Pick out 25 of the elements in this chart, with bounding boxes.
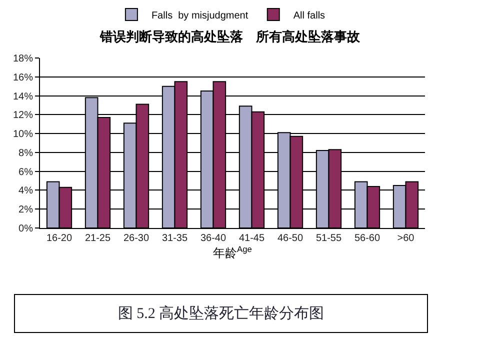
y-tick-label: 4%	[18, 186, 34, 197]
caption: 图 5.2 高处坠落死亡年龄分布图	[118, 305, 324, 322]
x-tick-label: 46-50	[277, 233, 304, 244]
legend-label: All falls	[293, 10, 326, 22]
chart-title: 错误判断导致的高处坠落 所有高处坠落事故	[98, 29, 361, 44]
y-tick-label: 8%	[18, 148, 34, 159]
legend-label: Falls by misjudgment	[151, 10, 248, 22]
x-tick-label: 51-55	[316, 233, 342, 244]
y-tick-label: 12%	[12, 110, 34, 122]
x-tick-label: >60	[397, 233, 415, 244]
x-axis-title: 年龄$^{Age}$	[213, 244, 252, 260]
y-tick-label: 0%	[18, 224, 34, 234]
y-tick-label: 18%	[12, 54, 34, 64]
x-tick-label: 36-40	[200, 233, 226, 244]
x-tick-label: 16-20	[46, 233, 72, 244]
x-tick-label: 26-30	[123, 233, 150, 244]
x-tick-label: 41-45	[238, 233, 265, 244]
y-tick-label: 10%	[12, 129, 34, 140]
y-tick-label: 16%	[12, 72, 34, 84]
x-tick-label: 21-25	[84, 233, 111, 244]
y-tick-label: 6%	[18, 166, 34, 178]
y-tick-label: 14%	[12, 91, 34, 102]
x-tick-label: 31-35	[162, 233, 188, 244]
x-tick-label: 56-60	[354, 233, 380, 244]
y-tick-label: 2%	[18, 204, 34, 216]
